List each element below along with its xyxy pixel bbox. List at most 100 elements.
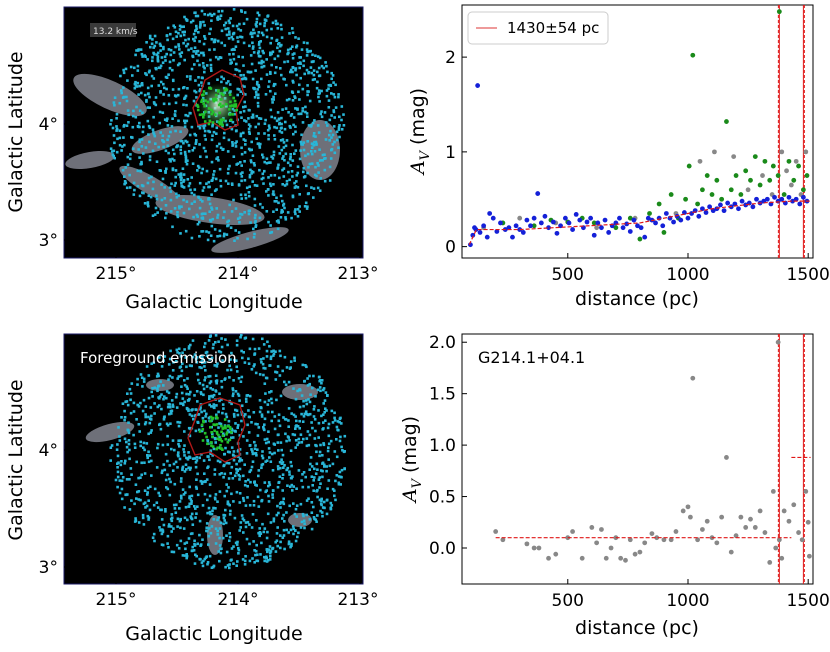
star-marker xyxy=(123,123,126,127)
star-marker xyxy=(171,37,175,41)
star-marker xyxy=(189,532,193,536)
star-marker xyxy=(194,29,197,33)
star-marker xyxy=(281,199,284,203)
star-marker xyxy=(172,503,176,507)
data-point xyxy=(603,555,609,561)
star-marker xyxy=(319,469,323,472)
star-marker xyxy=(260,77,263,81)
star-marker xyxy=(199,51,203,55)
star-marker xyxy=(276,485,280,489)
star-marker xyxy=(208,381,212,385)
star-marker xyxy=(201,416,205,420)
star-marker xyxy=(210,405,213,408)
star-marker xyxy=(267,194,270,197)
star-marker xyxy=(179,178,183,182)
star-marker xyxy=(255,21,258,24)
star-marker xyxy=(303,205,307,208)
star-marker xyxy=(170,447,173,451)
star-marker xyxy=(251,154,255,157)
star-marker xyxy=(217,410,220,414)
star-marker xyxy=(168,493,172,497)
star-marker xyxy=(279,127,283,130)
star-marker xyxy=(128,448,131,452)
star-marker xyxy=(177,347,181,351)
star-marker xyxy=(337,95,340,99)
star-marker xyxy=(231,436,235,439)
star-marker xyxy=(243,211,246,214)
star-marker xyxy=(265,560,269,563)
star-marker xyxy=(156,59,160,62)
star-marker xyxy=(146,58,149,61)
star-marker xyxy=(223,131,226,135)
star-marker xyxy=(289,449,293,452)
star-marker xyxy=(214,341,217,344)
star-marker xyxy=(195,139,198,142)
star-marker xyxy=(258,399,262,402)
star-marker xyxy=(270,63,273,67)
x-axis-title: distance (pc) xyxy=(575,617,699,639)
star-marker xyxy=(202,559,205,563)
star-marker xyxy=(280,43,283,47)
star-marker xyxy=(280,122,283,126)
star-marker xyxy=(244,555,247,558)
star-marker xyxy=(317,171,320,174)
star-marker xyxy=(118,129,122,132)
star-marker xyxy=(218,460,222,464)
star-marker xyxy=(211,435,214,438)
star-marker xyxy=(312,134,316,138)
star-marker xyxy=(316,488,319,492)
star-marker xyxy=(323,168,327,172)
star-marker xyxy=(173,448,176,452)
star-marker xyxy=(270,36,274,40)
star-marker xyxy=(265,437,269,441)
star-marker xyxy=(321,469,324,473)
data-point xyxy=(793,196,799,202)
star-marker xyxy=(179,402,182,405)
star-marker xyxy=(229,104,232,108)
star-marker xyxy=(256,101,260,105)
star-marker xyxy=(122,136,125,139)
star-marker xyxy=(165,119,169,122)
star-marker xyxy=(212,97,215,101)
star-marker xyxy=(153,386,156,390)
star-marker xyxy=(189,188,192,192)
star-marker xyxy=(189,75,192,78)
star-marker xyxy=(331,74,335,77)
star-marker xyxy=(191,457,195,460)
star-marker xyxy=(238,467,242,471)
star-marker xyxy=(231,113,235,116)
star-marker xyxy=(128,157,132,161)
star-marker xyxy=(272,98,275,101)
star-marker xyxy=(121,145,124,148)
star-marker xyxy=(291,433,295,436)
star-marker xyxy=(295,44,299,47)
star-marker xyxy=(242,499,246,503)
star-marker xyxy=(312,73,316,77)
star-marker xyxy=(298,205,301,208)
star-marker xyxy=(265,548,269,551)
star-marker xyxy=(242,496,245,500)
star-marker xyxy=(233,474,237,478)
star-marker xyxy=(251,460,255,463)
data-point xyxy=(695,537,701,543)
star-marker xyxy=(314,165,317,169)
star-marker xyxy=(156,405,160,409)
star-marker xyxy=(269,184,273,188)
star-marker xyxy=(257,426,261,429)
star-marker xyxy=(292,387,295,390)
star-marker xyxy=(236,162,240,165)
star-marker xyxy=(236,36,239,39)
data-point xyxy=(470,232,476,238)
star-marker xyxy=(298,83,301,87)
star-marker xyxy=(264,118,267,122)
star-marker xyxy=(253,440,256,444)
star-marker xyxy=(156,446,159,450)
star-marker xyxy=(283,78,286,81)
star-marker xyxy=(327,422,331,426)
star-marker xyxy=(218,142,221,146)
star-marker xyxy=(193,505,196,508)
star-marker xyxy=(262,357,265,360)
star-marker xyxy=(271,192,275,196)
x-tick-label: 1000 xyxy=(666,591,709,611)
star-marker xyxy=(259,406,263,409)
